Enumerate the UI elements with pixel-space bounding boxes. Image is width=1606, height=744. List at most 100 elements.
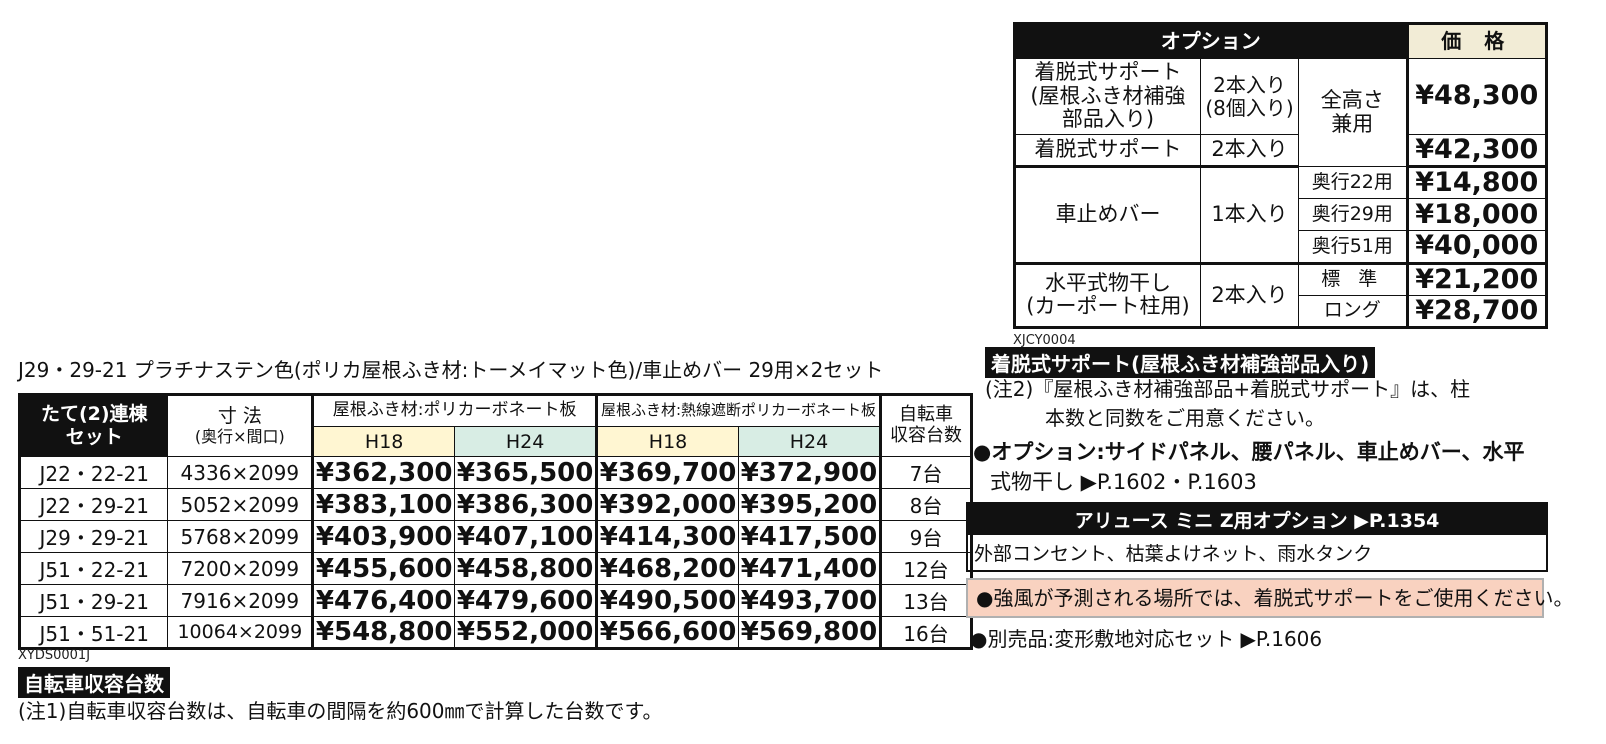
warning-box: ●強風が予測される場所では、着脱式サポートをご使用ください。 bbox=[966, 578, 1574, 618]
row-price-h24: ¥365,500 bbox=[454, 456, 598, 489]
stopbar-22: 奥行22用 bbox=[1298, 166, 1408, 200]
table-row: J29・29-21 5768×2099 ¥403,900 ¥407,100 ¥4… bbox=[18, 520, 973, 553]
price-header: 価 格 bbox=[1405, 23, 1548, 59]
support-use: 全高さ 兼用 bbox=[1298, 57, 1408, 168]
row-price-heat-h18: ¥490,500 bbox=[595, 584, 739, 617]
table-caption: J29・29-21 プラチナステン色(ポリカ屋根ふき材:トーメイマット色)/車止… bbox=[18, 358, 884, 382]
stopbar-name: 車止めバー bbox=[1014, 166, 1201, 265]
set-header: たて(2)連棟 セット bbox=[18, 394, 169, 457]
row-size: 10064×2099 bbox=[167, 616, 314, 649]
dryer-std-price: ¥21,200 bbox=[1405, 262, 1548, 296]
row-price-heat-h18: ¥392,000 bbox=[595, 488, 739, 521]
h18-header-2: H18 bbox=[595, 426, 739, 457]
row-price-heat-h18: ¥414,300 bbox=[595, 520, 739, 553]
row-price-h24: ¥479,600 bbox=[454, 584, 598, 617]
row-model: J51・51-21 bbox=[18, 616, 169, 649]
row-price-h24: ¥407,100 bbox=[454, 520, 598, 553]
row-price-heat-h18: ¥566,600 bbox=[595, 616, 739, 649]
support-reinforce-qty: 2本入り (8個入り) bbox=[1199, 58, 1300, 135]
row-price-h18: ¥476,400 bbox=[311, 584, 456, 617]
row-price-h24: ¥458,800 bbox=[454, 552, 598, 585]
stopbar-51: 奥行51用 bbox=[1298, 230, 1408, 265]
separate-sale-note: ●別売品:変形敷地対応セット ▶P.1606 bbox=[970, 627, 1323, 651]
options-list-line-2: 式物干し ▶P.1602・P.1603 bbox=[990, 470, 1257, 494]
support-reinforce-price: ¥48,300 bbox=[1405, 58, 1548, 135]
row-price-h18: ¥362,300 bbox=[311, 456, 456, 489]
group2-header: 屋根ふき材:熱線遮断ポリカーボネート板 bbox=[595, 394, 881, 427]
note-1: (注1)自転車収容台数は、自転車の間隔を約600㎜で計算した台数です。 bbox=[18, 699, 663, 723]
row-bikes: 12台 bbox=[878, 552, 973, 585]
h24-header-1: H24 bbox=[454, 426, 598, 457]
support-qty: 2本入り bbox=[1199, 133, 1300, 169]
size-header: 寸 法 (奥行×間口) bbox=[167, 394, 314, 457]
stopbar-qty: 1本入り bbox=[1199, 166, 1300, 265]
size-header-label: 寸 法 bbox=[217, 404, 262, 427]
row-price-h18: ¥548,800 bbox=[311, 616, 456, 649]
stopbar-51-price: ¥40,000 bbox=[1405, 230, 1548, 265]
options-table: オプション 価 格 着脱式サポート (屋根ふき材補強 部品入り) 2本入り (8… bbox=[1013, 22, 1548, 330]
row-size: 7916×2099 bbox=[167, 584, 314, 617]
bike-header: 自転車 収容台数 bbox=[878, 394, 973, 457]
mini-options-header: アリュース ミニ Z用オプション ▶P.1354 bbox=[968, 504, 1546, 535]
row-size: 7200×2099 bbox=[167, 552, 314, 585]
table-row: J51・22-21 7200×2099 ¥455,600 ¥458,800 ¥4… bbox=[18, 552, 973, 585]
row-bikes: 8台 bbox=[878, 488, 973, 521]
row-price-heat-h18: ¥369,700 bbox=[595, 456, 739, 489]
row-bikes: 7台 bbox=[878, 456, 973, 489]
warning-text: ●強風が予測される場所では、着脱式サポートをご使用ください。 bbox=[976, 586, 1574, 610]
table-row: J22・29-21 5052×2099 ¥383,100 ¥386,300 ¥3… bbox=[18, 488, 973, 521]
row-price-h18: ¥455,600 bbox=[311, 552, 456, 585]
row-price-h24: ¥386,300 bbox=[454, 488, 598, 521]
row-price-heat-h24: ¥493,700 bbox=[738, 584, 881, 617]
row-price-h24: ¥552,000 bbox=[454, 616, 598, 649]
stopbar-29-price: ¥18,000 bbox=[1405, 198, 1548, 232]
row-price-heat-h24: ¥372,900 bbox=[738, 456, 881, 489]
dryer-std: 標 準 bbox=[1298, 262, 1408, 296]
options-list-line-1: ●オプション:サイドパネル、腰パネル、車止めバー、水平 bbox=[973, 440, 1525, 464]
row-model: J29・29-21 bbox=[18, 520, 169, 553]
row-price-heat-h18: ¥468,200 bbox=[595, 552, 739, 585]
row-price-heat-h24: ¥395,200 bbox=[738, 488, 881, 521]
row-model: J51・22-21 bbox=[18, 552, 169, 585]
note-2-line-2: 本数と同数をご用意ください。 bbox=[1045, 406, 1325, 430]
row-model: J51・29-21 bbox=[18, 584, 169, 617]
mini-options-body: 外部コンセント、枯葉よけネット、雨水タンク bbox=[974, 543, 1373, 565]
row-price-heat-h24: ¥471,400 bbox=[738, 552, 881, 585]
support-reinforce-name: 着脱式サポート (屋根ふき材補強 部品入り) bbox=[1014, 58, 1201, 135]
row-price-h18: ¥403,900 bbox=[311, 520, 456, 553]
row-model: J22・22-21 bbox=[18, 456, 169, 489]
row-price-h18: ¥383,100 bbox=[311, 488, 456, 521]
row-price-heat-h24: ¥417,500 bbox=[738, 520, 881, 553]
options-header: オプション bbox=[1014, 23, 1408, 59]
group1-header: 屋根ふき材:ポリカーボネート板 bbox=[311, 394, 598, 427]
stopbar-22-price: ¥14,800 bbox=[1405, 166, 1548, 200]
dryer-qty: 2本入り bbox=[1199, 262, 1300, 329]
options-code: XJCY0004 bbox=[1013, 333, 1076, 348]
bike-count-label: 自転車収容台数 bbox=[18, 667, 170, 698]
table-row: J51・51-21 10064×2099 ¥548,800 ¥552,000 ¥… bbox=[18, 616, 973, 649]
table-row: J22・22-21 4336×2099 ¥362,300 ¥365,500 ¥3… bbox=[18, 456, 973, 489]
row-model: J22・29-21 bbox=[18, 488, 169, 521]
support-name: 着脱式サポート bbox=[1014, 133, 1201, 169]
row-size: 4336×2099 bbox=[167, 456, 314, 489]
row-bikes: 16台 bbox=[878, 616, 973, 649]
note-2-line-1: (注2)『屋根ふき材補強部品+着脱式サポート』は、柱 bbox=[985, 377, 1471, 401]
table-row: J51・29-21 7916×2099 ¥476,400 ¥479,600 ¥4… bbox=[18, 584, 973, 617]
dryer-long-price: ¥28,700 bbox=[1405, 294, 1548, 329]
row-size: 5768×2099 bbox=[167, 520, 314, 553]
price-table: たて(2)連棟 セット 寸 法 (奥行×間口) 屋根ふき材:ポリカーボネート板 … bbox=[18, 393, 973, 650]
dryer-name: 水平式物干し (カーポート柱用) bbox=[1014, 262, 1201, 329]
row-bikes: 9台 bbox=[878, 520, 973, 553]
dryer-long: ロング bbox=[1298, 294, 1408, 329]
size-header-sub: (奥行×間口) bbox=[194, 426, 285, 446]
row-size: 5052×2099 bbox=[167, 488, 314, 521]
h18-header-1: H18 bbox=[311, 426, 456, 457]
h24-header-2: H24 bbox=[738, 426, 881, 457]
stopbar-29: 奥行29用 bbox=[1298, 198, 1408, 232]
row-bikes: 13台 bbox=[878, 584, 973, 617]
mini-options-box: アリュース ミニ Z用オプション ▶P.1354 外部コンセント、枯葉よけネット… bbox=[966, 502, 1548, 572]
support-note-label: 着脱式サポート(屋根ふき材補強部品入り) bbox=[985, 347, 1376, 378]
row-price-heat-h24: ¥569,800 bbox=[738, 616, 881, 649]
support-price: ¥42,300 bbox=[1405, 133, 1548, 169]
main-table-code: XYDS0001J bbox=[18, 648, 91, 663]
